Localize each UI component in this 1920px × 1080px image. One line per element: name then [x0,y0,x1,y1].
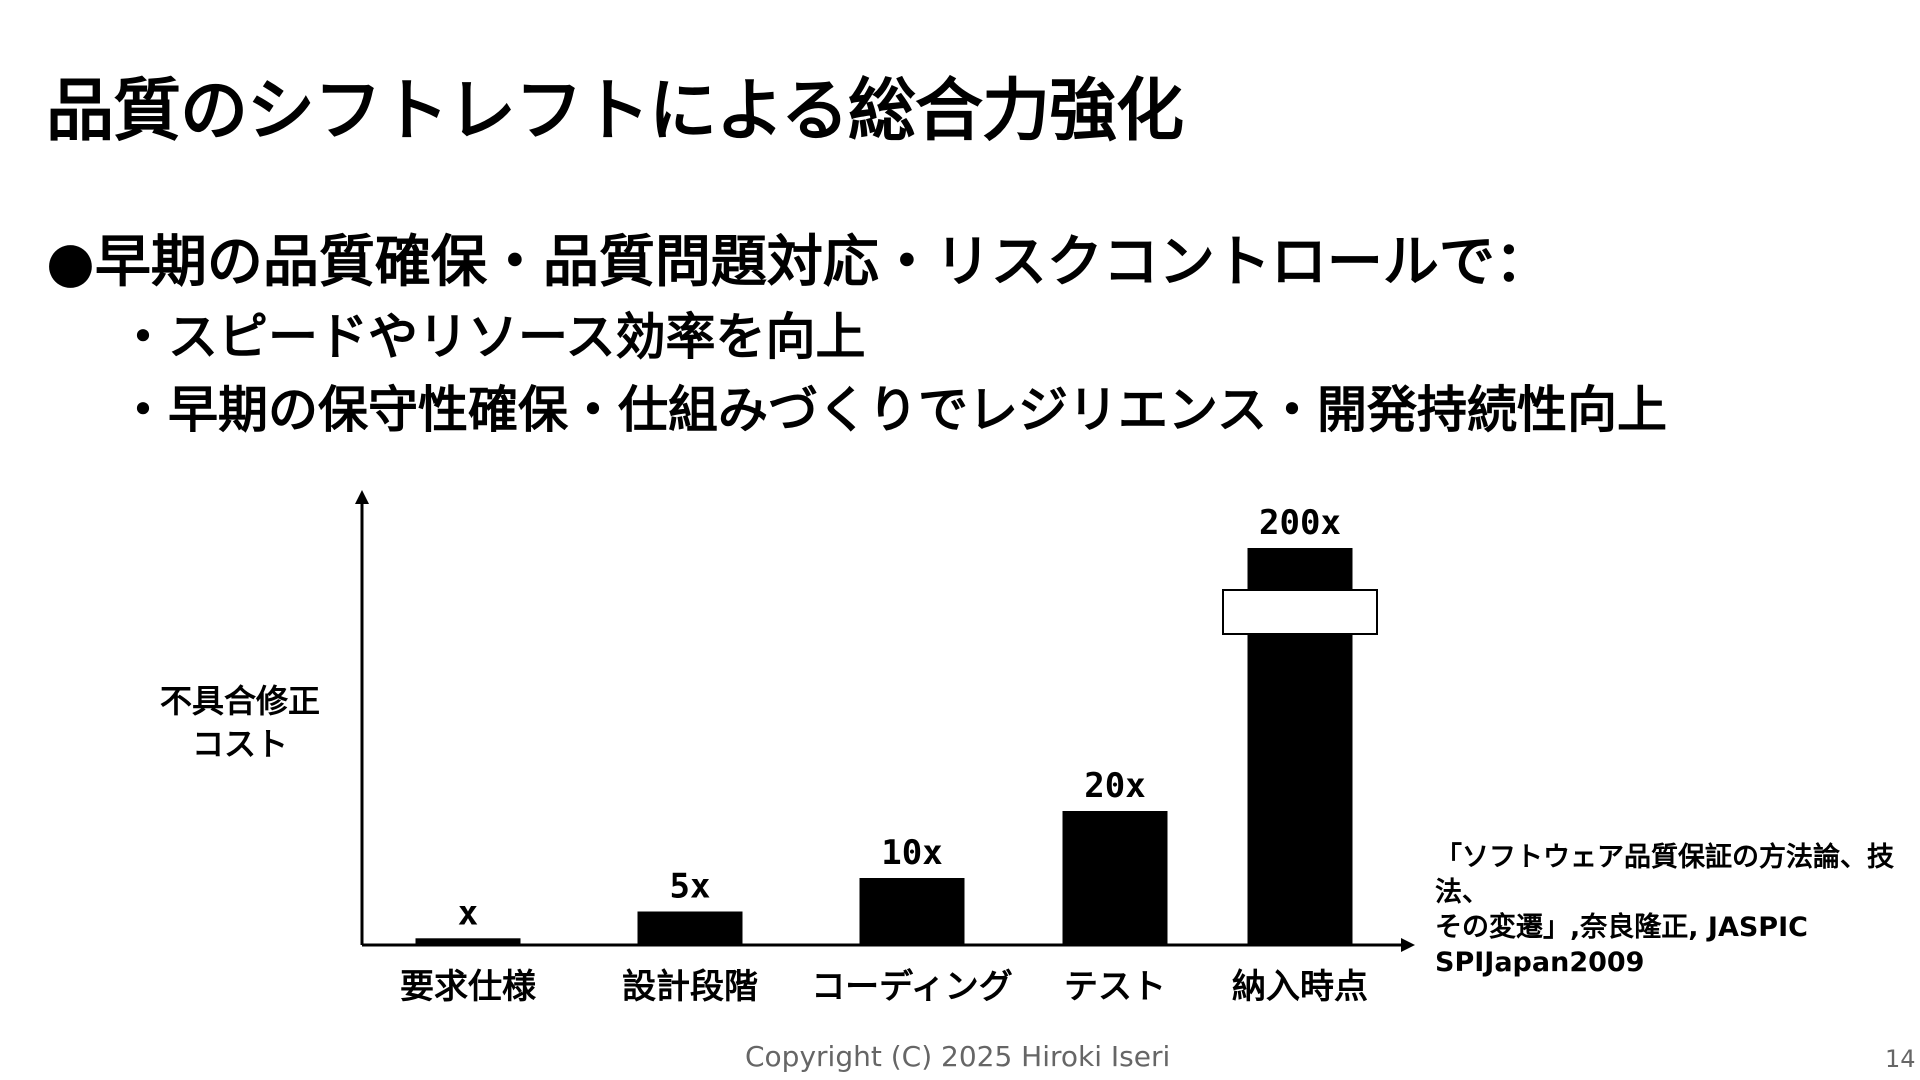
chart-bars [415,548,1378,945]
x-tick-label-4: 納入時点 [1232,967,1368,1007]
bar-2 [859,878,965,945]
y-axis-label-line-1: 不具合修正 [159,682,320,720]
bar-3 [1062,811,1168,945]
citation-line-1: 「ソフトウェア品質保証の方法論、技法、 [1435,842,1894,909]
bar-0 [415,938,521,945]
x-tick-label-1: 設計段階 [622,967,758,1007]
y-axis-label-line-2: コスト [191,725,288,764]
axis-break-marker [1222,589,1378,635]
sub-bullet-2: ・早期の保守性確保・仕組みづくりでレジリエンス・開発持続性向上 [118,381,1667,439]
page-number: 14 [1885,1045,1916,1073]
x-tick-label-3: テスト [1064,967,1166,1007]
bar-1 [637,911,743,945]
x-axis-arrow [1401,938,1415,952]
x-tick-label-2: コーディング [811,967,1013,1007]
value-label-4: 200x [1259,503,1341,543]
copyright-footer: Copyright (C) 2025 Hiroki Iseri [745,1040,1171,1073]
y-axis-arrow [355,490,369,504]
y-axis-label: 不具合修正 コスト [140,680,340,766]
value-label-1: 5x [670,867,711,907]
x-tick-label-0: 要求仕様 [400,967,537,1007]
citation-line-2: その変遷」,奈良隆正, JASPIC [1435,912,1808,944]
citation-line-3: SPIJapan2009 [1435,947,1645,979]
chart-labels: x 要求仕様 5x 設計段階 10x コーディング 20x テスト 200x 納入時点 [400,503,1368,1007]
value-label-3: 20x [1084,766,1145,806]
citation: 「ソフトウェア品質保証の方法論、技法、 その変遷」,奈良隆正, JASPIC S… [1435,840,1920,980]
main-bullet: ●早期の品質確保・品質問題対応・リスクコントロールで： [46,230,1551,295]
value-label-2: 10x [881,833,942,873]
sub-bullet-1: ・スピードやリソース効率を向上 [118,308,866,366]
slide-title: 品質のシフトレフトによる総合力強化 [46,72,1184,151]
value-label-0: x [458,893,478,933]
